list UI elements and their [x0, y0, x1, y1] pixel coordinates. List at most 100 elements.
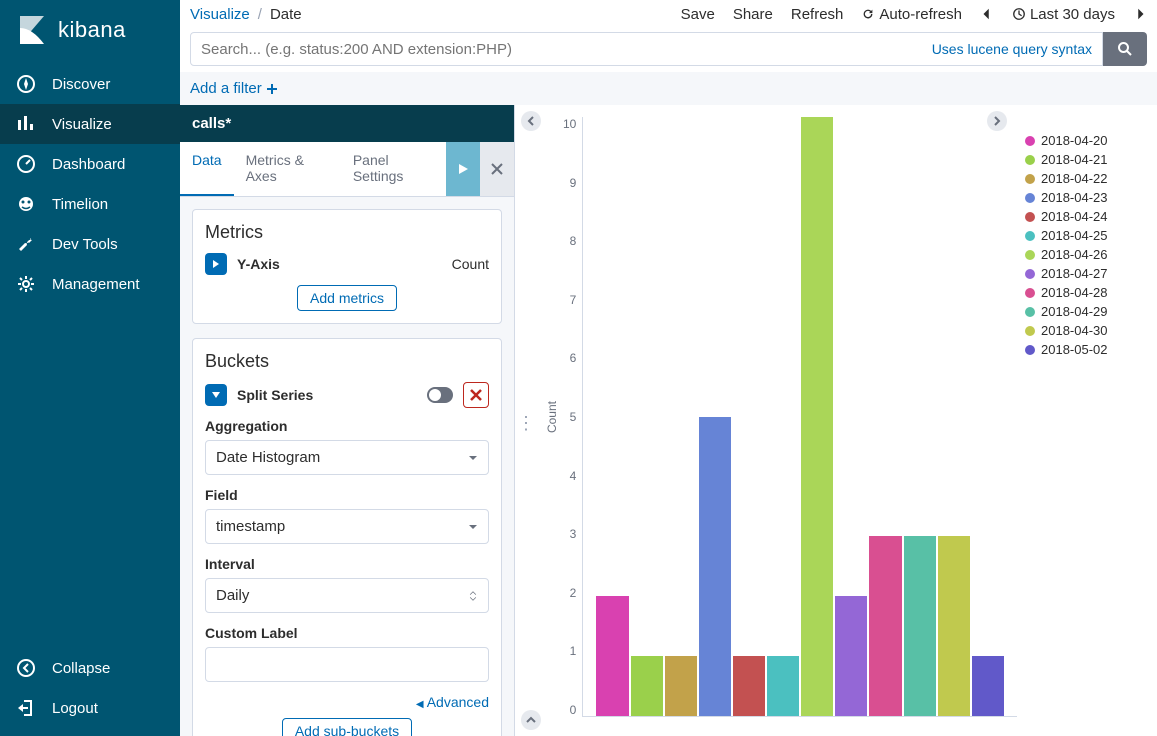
chart-options[interactable]: ⋮ [517, 421, 535, 425]
lucene-link[interactable]: Uses lucene query syntax [932, 41, 1092, 57]
clock-icon [1012, 7, 1026, 21]
interval-value: Daily [216, 587, 249, 604]
discard-button[interactable] [480, 142, 514, 196]
bar[interactable] [767, 656, 799, 716]
yaxis-toggle[interactable] [205, 253, 227, 275]
legend-dot [1025, 136, 1035, 146]
legend-item[interactable]: 2018-04-30 [1025, 323, 1147, 338]
time-next[interactable] [1133, 7, 1147, 21]
expand-panel-left[interactable] [521, 710, 541, 730]
tab-panel-settings[interactable]: Panel Settings [341, 142, 446, 196]
legend-item[interactable]: 2018-04-28 [1025, 285, 1147, 300]
add-filter[interactable]: Add a filter [190, 80, 278, 97]
autorefresh-label: Auto-refresh [879, 6, 962, 23]
bucket-remove[interactable] [463, 382, 489, 408]
time-range[interactable]: Last 30 days [1012, 6, 1115, 23]
gear-icon [16, 274, 36, 294]
y-tick: 5 [570, 410, 577, 424]
refresh-action[interactable]: Refresh [791, 6, 844, 23]
apply-button[interactable] [446, 142, 480, 196]
time-prev[interactable] [980, 7, 994, 21]
bar[interactable] [733, 656, 765, 716]
bar[interactable] [699, 417, 731, 717]
bucket-toggle[interactable] [205, 384, 227, 406]
close-icon [491, 163, 503, 175]
chevron-down-icon [468, 522, 478, 532]
breadcrumb: Visualize / Date [190, 6, 675, 23]
field-label: Field [205, 487, 489, 503]
sidebar-item-dashboard[interactable]: Dashboard [0, 144, 180, 184]
yaxis-agg: Count [452, 256, 489, 272]
aggregation-value: Date Histogram [216, 449, 320, 466]
sidebar-item-management[interactable]: Management [0, 264, 180, 304]
y-tick: 2 [570, 586, 577, 600]
legend-item[interactable]: 2018-04-26 [1025, 247, 1147, 262]
bar[interactable] [972, 656, 1004, 716]
share-action[interactable]: Share [733, 6, 773, 23]
interval-select[interactable]: Daily [205, 578, 489, 613]
aggregation-select[interactable]: Date Histogram [205, 440, 489, 475]
legend-item[interactable]: 2018-04-27 [1025, 266, 1147, 281]
index-pattern[interactable]: calls* [180, 105, 514, 142]
bar[interactable] [869, 536, 901, 716]
custom-label-input[interactable] [205, 647, 489, 682]
workspace: calls* Data Metrics & Axes Panel Setting… [180, 105, 1157, 736]
bar[interactable] [631, 656, 663, 716]
nav-label: Visualize [52, 116, 112, 133]
legend-item[interactable]: 2018-04-21 [1025, 152, 1147, 167]
caret-right-icon [211, 259, 221, 269]
chevron-down-icon [468, 453, 478, 463]
bar[interactable] [596, 596, 628, 716]
caret-down-icon [211, 390, 221, 400]
legend-label: 2018-04-23 [1041, 190, 1108, 205]
field-select[interactable]: timestamp [205, 509, 489, 544]
sidebar-item-collapse[interactable]: Collapse [0, 648, 180, 688]
legend-item[interactable]: 2018-04-20 [1025, 133, 1147, 148]
legend-dot [1025, 231, 1035, 241]
tab-metrics-axes[interactable]: Metrics & Axes [234, 142, 341, 196]
autorefresh-action[interactable]: Auto-refresh [861, 6, 962, 23]
legend-item[interactable]: 2018-04-24 [1025, 209, 1147, 224]
y-tick: 10 [563, 117, 576, 131]
custom-label-group: Custom Label [205, 625, 489, 682]
legend-item[interactable]: 2018-04-25 [1025, 228, 1147, 243]
bar[interactable] [835, 596, 867, 716]
legend-label: 2018-04-25 [1041, 228, 1108, 243]
legend-dot [1025, 174, 1035, 184]
bar[interactable] [904, 536, 936, 716]
legend-item[interactable]: 2018-05-02 [1025, 342, 1147, 357]
legend-item[interactable]: 2018-04-23 [1025, 190, 1147, 205]
refresh-icon [861, 7, 875, 21]
collapse-panel-left[interactable] [521, 111, 541, 131]
legend-label: 2018-04-22 [1041, 171, 1108, 186]
bar[interactable] [801, 117, 833, 716]
advanced-toggle[interactable]: ◀ Advanced [205, 694, 489, 710]
tab-data[interactable]: Data [180, 142, 234, 196]
buckets-title: Buckets [205, 351, 489, 372]
legend-label: 2018-04-27 [1041, 266, 1108, 281]
sidebar-item-dev-tools[interactable]: Dev Tools [0, 224, 180, 264]
sidebar-item-discover[interactable]: Discover [0, 64, 180, 104]
sidebar-item-logout[interactable]: Logout [0, 688, 180, 728]
buckets-card: Buckets Split Series Agg [192, 338, 502, 736]
custom-label-label: Custom Label [205, 625, 489, 641]
bar[interactable] [938, 536, 970, 716]
add-metrics-button[interactable]: Add metrics [297, 285, 397, 311]
legend-label: 2018-04-28 [1041, 285, 1108, 300]
add-sub-buckets-button[interactable]: Add sub-buckets [282, 718, 412, 736]
legend-label: 2018-05-02 [1041, 342, 1108, 357]
legend-dot [1025, 326, 1035, 336]
search-input[interactable] [201, 41, 924, 58]
save-action[interactable]: Save [681, 6, 715, 23]
search-button[interactable] [1103, 32, 1147, 66]
breadcrumb-section[interactable]: Visualize [190, 6, 250, 23]
bar[interactable] [665, 656, 697, 716]
sidebar-item-visualize[interactable]: Visualize [0, 104, 180, 144]
sidebar-item-timelion[interactable]: Timelion [0, 184, 180, 224]
plot [582, 117, 1017, 717]
legend-item[interactable]: 2018-04-22 [1025, 171, 1147, 186]
bucket-enable-toggle[interactable] [427, 387, 453, 403]
config-panel: calls* Data Metrics & Axes Panel Setting… [180, 105, 515, 736]
chevron-left-icon [526, 116, 536, 126]
legend-item[interactable]: 2018-04-29 [1025, 304, 1147, 319]
